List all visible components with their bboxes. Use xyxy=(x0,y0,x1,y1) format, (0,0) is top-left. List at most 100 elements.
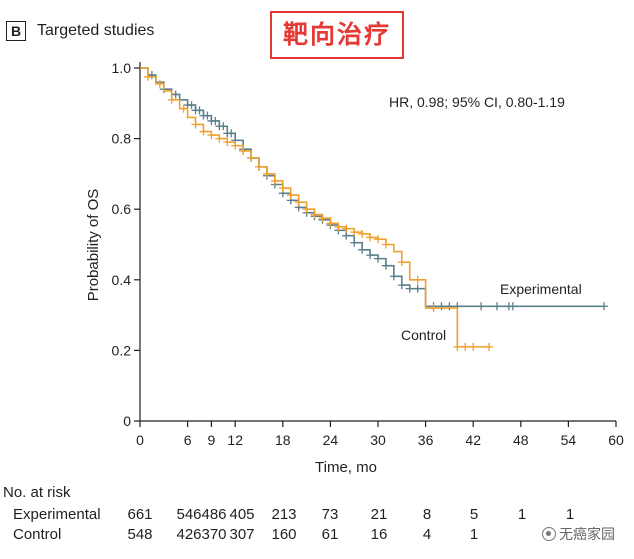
censor-mark-control xyxy=(461,342,470,351)
censor-mark-control xyxy=(350,228,359,237)
y-tick-label: 0 xyxy=(123,413,131,429)
risk-value: 1 xyxy=(517,506,527,523)
x-tick-label: 60 xyxy=(608,432,624,448)
censor-mark-control xyxy=(262,169,271,178)
risk-row-label-experimental: Experimental xyxy=(13,506,101,523)
x-tick-label: 12 xyxy=(227,432,243,448)
censor-mark-control xyxy=(199,127,208,136)
series-layer xyxy=(140,67,609,351)
censor-mark-control xyxy=(239,146,248,155)
y-tick-label: 0.6 xyxy=(112,201,132,217)
censor-mark-control xyxy=(397,258,406,267)
x-tick-label: 9 xyxy=(208,432,216,448)
panel-title: Targeted studies xyxy=(37,22,155,39)
censor-mark-control xyxy=(207,131,216,140)
chinese-annotation-box: 靶向治疗 xyxy=(270,11,404,59)
risk-value: 1 xyxy=(565,506,575,523)
censor-mark-experimental xyxy=(405,284,414,293)
risk-value: 486 xyxy=(201,506,227,523)
censor-mark-experimental xyxy=(358,245,367,254)
censor-mark-control xyxy=(167,95,176,104)
censor-mark-experimental xyxy=(437,302,446,311)
x-tick-label: 0 xyxy=(136,432,144,448)
watermark: 无癌家园 xyxy=(542,524,615,544)
censor-mark-control xyxy=(191,120,200,129)
risk-value: 426 xyxy=(176,526,202,543)
x-axis-label: Time, mo xyxy=(315,459,377,476)
censor-mark-control xyxy=(342,224,351,233)
x-tick-label: 24 xyxy=(323,432,339,448)
censor-mark-control xyxy=(247,154,256,163)
risk-table-header: No. at risk xyxy=(3,484,71,501)
y-tick-label: 0.8 xyxy=(112,131,132,147)
risk-value: 160 xyxy=(271,526,297,543)
censor-mark-experimental xyxy=(397,281,406,290)
censor-mark-control xyxy=(413,275,422,284)
censor-mark-control xyxy=(374,235,382,244)
censor-mark-control xyxy=(429,304,438,313)
censor-mark-control xyxy=(179,104,188,113)
censor-mark-experimental xyxy=(227,129,236,138)
censor-mark-control xyxy=(215,134,224,143)
censor-mark-experimental xyxy=(187,101,196,110)
censor-mark-control xyxy=(278,184,287,193)
series-label-control: Control xyxy=(401,327,446,343)
risk-value: 546 xyxy=(176,506,202,523)
censor-mark-experimental xyxy=(389,272,398,281)
censor-mark-experimental xyxy=(342,231,351,240)
censor-mark-control xyxy=(231,141,240,150)
risk-value: 5 xyxy=(469,506,479,523)
censor-mark-control xyxy=(453,342,462,351)
censor-mark-experimental xyxy=(600,302,609,311)
panel-letter: B xyxy=(6,21,26,41)
risk-value: 370 xyxy=(201,526,227,543)
hazard-ratio-text: HR, 0.98; 95% CI, 0.80-1.19 xyxy=(389,94,565,110)
x-tick-label: 6 xyxy=(184,432,192,448)
censor-mark-control xyxy=(381,240,390,249)
censor-mark-experimental xyxy=(195,106,204,115)
censor-mark-experimental xyxy=(147,71,156,80)
risk-value: 73 xyxy=(321,506,339,523)
x-tick-label: 18 xyxy=(275,432,291,448)
risk-value: 548 xyxy=(127,526,153,543)
y-tick-label: 0.2 xyxy=(112,342,132,358)
risk-value: 213 xyxy=(271,506,297,523)
risk-value: 61 xyxy=(321,526,339,543)
km-plot: 0 0.2 0.4 0.6 0.8 1.0 0 6 9 12 18 24 30 36 42 48 54 60 Ti… xyxy=(85,60,624,476)
censor-mark-experimental xyxy=(477,302,486,311)
censor-mark-control xyxy=(310,210,319,219)
censor-mark-experimental xyxy=(203,111,212,120)
risk-value: 1 xyxy=(469,526,479,543)
risk-value: 405 xyxy=(229,506,255,523)
risk-value: 16 xyxy=(370,526,388,543)
censor-mark-control xyxy=(366,233,375,242)
series-label-experimental: Experimental xyxy=(500,281,582,297)
wechat-icon xyxy=(542,527,556,541)
censor-mark-control xyxy=(255,162,263,171)
censor-mark-experimental xyxy=(350,238,359,247)
x-tick-label: 48 xyxy=(513,432,529,448)
axes: 0 0.2 0.4 0.6 0.8 1.0 0 6 9 12 18 24 30 36 42 48 54 60 xyxy=(112,60,624,448)
censor-mark-control xyxy=(223,138,232,147)
x-tick-label: 54 xyxy=(561,432,577,448)
x-tick-label: 30 xyxy=(370,432,386,448)
censor-mark-experimental xyxy=(211,116,220,125)
censor-mark-control xyxy=(334,222,343,231)
risk-value: 661 xyxy=(127,506,153,523)
risk-row-label-control: Control xyxy=(13,526,62,543)
censor-mark-experimental xyxy=(381,261,390,270)
watermark-text: 无癌家园 xyxy=(559,526,615,542)
censor-mark-control xyxy=(318,214,327,223)
censor-mark-control xyxy=(358,229,367,238)
risk-value: 8 xyxy=(422,506,432,523)
risk-value: 21 xyxy=(370,506,388,523)
censor-mark-experimental xyxy=(374,254,382,263)
y-axis-label: Probability of OS xyxy=(85,189,102,302)
censor-mark-experimental xyxy=(219,122,228,131)
censor-mark-control xyxy=(302,205,311,214)
x-tick-label: 36 xyxy=(418,432,434,448)
censor-mark-experimental xyxy=(445,302,454,311)
censor-mark-experimental xyxy=(493,302,501,311)
y-tick-label: 1.0 xyxy=(112,60,132,76)
risk-value: 307 xyxy=(229,526,255,543)
